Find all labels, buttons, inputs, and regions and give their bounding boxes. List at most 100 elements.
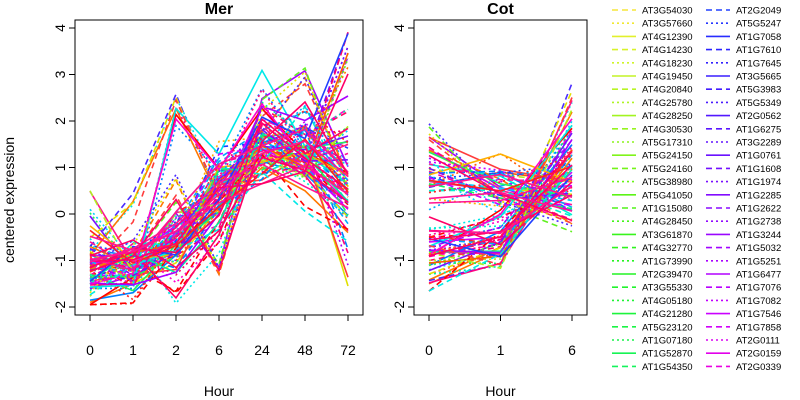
x-tick-label: 6 [568, 342, 576, 358]
series-line [428, 161, 573, 213]
y-tick-label: 2 [391, 117, 407, 125]
legend-label: AT1G2738 [736, 217, 781, 228]
y-axis-label: centered expression [1, 137, 17, 263]
y-tick-label: -2 [391, 301, 407, 314]
series-line [428, 173, 573, 198]
legend-label: AT1G7058 [736, 32, 781, 43]
series-line [89, 110, 349, 281]
series-line [428, 149, 573, 225]
mer-panel: Mer -2 -1 0 1 2 3 4 0 1 2 6 24 48 72 Hour [52, 1, 364, 399]
legend-label: AT5G5247 [736, 19, 781, 30]
legend-label: AT1G15080 [642, 204, 693, 215]
legend-label: AT4G05180 [642, 296, 693, 307]
series-line [89, 66, 349, 269]
series-line [428, 118, 573, 256]
series-line [89, 145, 349, 278]
series-line [428, 185, 573, 234]
legend-label: AT1G2622 [736, 204, 781, 215]
legend-label: AT1G1608 [736, 164, 781, 175]
series-line [428, 165, 573, 292]
series-line [89, 128, 349, 272]
legend-label: AT1G7645 [736, 58, 781, 69]
series-line [89, 122, 349, 276]
legend-label: AT4G20840 [642, 85, 693, 96]
legend-label: AT4G12390 [642, 32, 693, 43]
series-line [89, 73, 349, 263]
cot-panel: Cot -2 -1 0 1 2 3 4 0 1 6 Hour [391, 1, 588, 399]
series-line [89, 56, 349, 282]
series-line [428, 176, 573, 204]
legend-label: AT1G54350 [642, 362, 693, 373]
legend-label: AT2G0339 [736, 362, 781, 373]
x-tick-label: 1 [129, 342, 137, 358]
legend-label: AT1G1974 [736, 177, 781, 188]
legend-label: AT3G5665 [736, 72, 781, 83]
legend-label: AT1G7610 [736, 45, 781, 56]
series-line [428, 97, 573, 266]
series-line [89, 140, 349, 261]
series-line [89, 120, 349, 285]
legend-label: AT5G17310 [642, 138, 693, 149]
legend-label: AT4G25780 [642, 98, 693, 109]
y-tick-label: 1 [391, 163, 407, 171]
legend-label: AT1G07180 [642, 336, 693, 347]
legend-label: AT2G0111 [736, 336, 780, 347]
y-tick-label: -2 [52, 301, 68, 314]
series-line [428, 165, 573, 192]
legend-label: AT1G7082 [736, 296, 781, 307]
series-line [428, 163, 573, 180]
legend-label: AT5G3983 [736, 85, 781, 96]
legend-label: AT4G32770 [642, 243, 693, 254]
legend-label: AT1G73990 [642, 256, 693, 267]
series-line [89, 123, 349, 270]
legend-label: AT1G2285 [736, 190, 781, 201]
series-line [428, 170, 573, 212]
y-tick-label: -1 [52, 254, 68, 267]
legend-label: AT4G14230 [642, 45, 693, 56]
y-tick-label: 0 [52, 210, 68, 218]
series-line [428, 108, 573, 270]
x-tick-label: 0 [86, 342, 94, 358]
legend: AT3G54030 AT3G57660 AT4G12390 AT4G14230 AT4G… [612, 6, 781, 373]
series-line [89, 138, 349, 265]
legend-label: AT2G0159 [736, 349, 781, 360]
legend-label: AT1G5251 [736, 256, 781, 267]
legend-label: AT5G23120 [642, 322, 693, 333]
series-line [89, 104, 349, 280]
legend-label: AT5G41050 [642, 190, 693, 201]
series-line [428, 176, 573, 207]
series-line [428, 154, 573, 222]
legend-label: AT4G21280 [642, 309, 693, 320]
y-tick-label: 3 [52, 70, 68, 78]
legend-label: AT5G38980 [642, 177, 693, 188]
legend-label: AT1G52870 [642, 349, 693, 360]
x-tick-label: 24 [254, 342, 270, 358]
series-line [89, 164, 349, 252]
legend-label: AT1G7858 [736, 322, 781, 333]
legend-label: AT1G6275 [736, 124, 781, 135]
series-line [428, 194, 573, 241]
legend-label: AT4G18230 [642, 58, 693, 69]
series-line [89, 127, 349, 270]
legend-label: AT2G0562 [736, 111, 781, 122]
legend-label: AT4G30530 [642, 124, 693, 135]
legend-label: AT1G5032 [736, 243, 781, 254]
series-line [428, 164, 573, 211]
y-tick-label: 4 [391, 24, 407, 32]
legend-label: AT3G55330 [642, 283, 693, 294]
legend-label: AT4G28250 [642, 111, 693, 122]
legend-label: AT3G2289 [736, 138, 781, 149]
x-axis-label: Hour [485, 383, 516, 399]
series-line [428, 191, 573, 212]
y-tick-label: 2 [52, 117, 68, 125]
y-tick-label: 4 [52, 24, 68, 32]
legend-label: AT3G61870 [642, 230, 693, 241]
series-line [89, 132, 349, 277]
legend-label: AT3G57660 [642, 19, 693, 30]
legend-label: AT2G2049 [736, 6, 781, 17]
series-line [428, 126, 573, 233]
series-line [428, 157, 573, 201]
x-tick-label: 72 [340, 342, 356, 358]
panel-title: Cot [487, 1, 514, 18]
x-tick-label: 48 [297, 342, 313, 358]
